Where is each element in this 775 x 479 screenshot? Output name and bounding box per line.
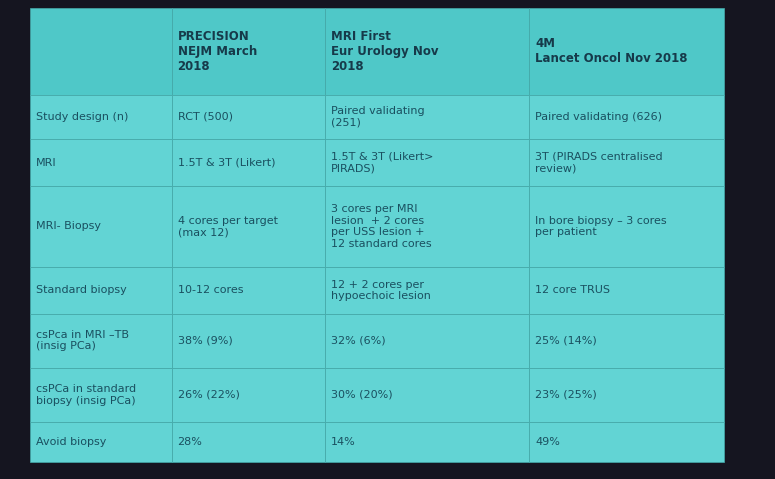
Text: In bore biopsy – 3 cores
per patient: In bore biopsy – 3 cores per patient: [535, 216, 666, 237]
Text: 26% (22%): 26% (22%): [177, 390, 239, 400]
Text: csPCa in standard
biopsy (insig PCa): csPCa in standard biopsy (insig PCa): [36, 384, 136, 406]
Text: Avoid biopsy: Avoid biopsy: [36, 437, 106, 447]
Bar: [30, 314, 171, 368]
Bar: [30, 139, 171, 186]
Bar: [529, 94, 724, 139]
Text: 14%: 14%: [331, 437, 356, 447]
Text: 32% (6%): 32% (6%): [331, 336, 386, 346]
Text: 1.5T & 3T (Likert>
PIRADS): 1.5T & 3T (Likert> PIRADS): [331, 152, 434, 173]
Text: RCT (500): RCT (500): [177, 112, 232, 122]
Text: 10-12 cores: 10-12 cores: [177, 285, 243, 296]
Text: 28%: 28%: [177, 437, 202, 447]
Text: 23% (25%): 23% (25%): [535, 390, 597, 400]
Bar: [30, 422, 171, 462]
Text: PRECISION
NEJM March
2018: PRECISION NEJM March 2018: [177, 30, 257, 73]
Text: MRI- Biopsy: MRI- Biopsy: [36, 221, 101, 231]
Bar: [30, 94, 171, 139]
Bar: [326, 314, 529, 368]
Text: 12 + 2 cores per
hypoechoic lesion: 12 + 2 cores per hypoechoic lesion: [331, 280, 431, 301]
Bar: [326, 139, 529, 186]
Bar: [529, 139, 724, 186]
Bar: [326, 186, 529, 267]
Bar: [529, 368, 724, 422]
Bar: [326, 8, 529, 94]
Text: 3 cores per MRI
lesion  + 2 cores
per USS lesion +
12 standard cores: 3 cores per MRI lesion + 2 cores per USS…: [331, 204, 432, 249]
Text: 4 cores per target
(max 12): 4 cores per target (max 12): [177, 216, 277, 237]
Bar: [171, 139, 326, 186]
Bar: [326, 368, 529, 422]
Text: 25% (14%): 25% (14%): [535, 336, 597, 346]
Bar: [171, 267, 326, 314]
Bar: [529, 314, 724, 368]
Bar: [529, 267, 724, 314]
Text: 3T (PIRADS centralised
review): 3T (PIRADS centralised review): [535, 152, 663, 173]
Bar: [529, 422, 724, 462]
Bar: [171, 186, 326, 267]
Bar: [171, 422, 326, 462]
Bar: [326, 267, 529, 314]
Text: Study design (n): Study design (n): [36, 112, 129, 122]
Bar: [30, 186, 171, 267]
Bar: [529, 8, 724, 94]
Text: 30% (20%): 30% (20%): [331, 390, 393, 400]
Text: 38% (9%): 38% (9%): [177, 336, 232, 346]
Bar: [529, 186, 724, 267]
Bar: [171, 368, 326, 422]
Text: Standard biopsy: Standard biopsy: [36, 285, 127, 296]
Text: Paired validating (626): Paired validating (626): [535, 112, 662, 122]
Text: 12 core TRUS: 12 core TRUS: [535, 285, 610, 296]
Bar: [326, 94, 529, 139]
Bar: [30, 267, 171, 314]
Bar: [30, 8, 171, 94]
Text: 1.5T & 3T (Likert): 1.5T & 3T (Likert): [177, 158, 275, 168]
Text: 4M
Lancet Oncol Nov 2018: 4M Lancet Oncol Nov 2018: [535, 37, 687, 65]
Text: MRI: MRI: [36, 158, 57, 168]
Text: Paired validating
(251): Paired validating (251): [331, 106, 425, 128]
Text: MRI First
Eur Urology Nov
2018: MRI First Eur Urology Nov 2018: [331, 30, 439, 73]
Bar: [171, 94, 326, 139]
Text: 49%: 49%: [535, 437, 560, 447]
Text: csPca in MRI –TB
(insig PCa): csPca in MRI –TB (insig PCa): [36, 330, 129, 352]
Bar: [171, 8, 326, 94]
Bar: [30, 368, 171, 422]
Bar: [326, 422, 529, 462]
Bar: [171, 314, 326, 368]
